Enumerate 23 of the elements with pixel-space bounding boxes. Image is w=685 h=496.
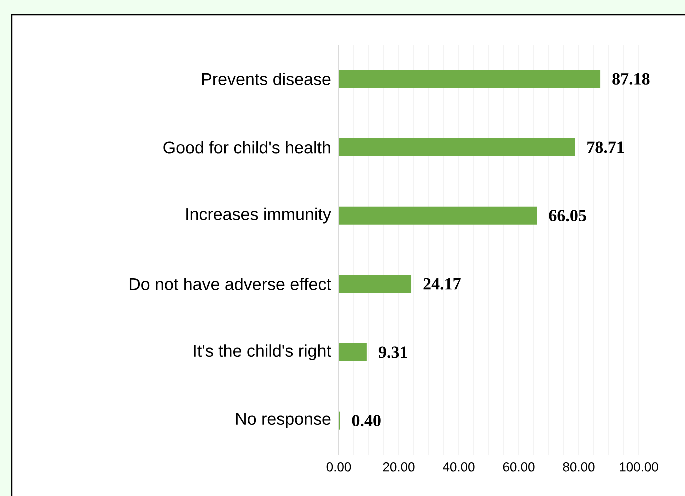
y-tick-label: It's the child's right bbox=[194, 344, 332, 360]
y-tick-label: Prevents disease bbox=[202, 72, 331, 86]
y-tick-label: Good for child's health bbox=[164, 141, 330, 154]
data-label: 24.17 bbox=[424, 278, 461, 290]
x-tick-label: 20.00 bbox=[383, 462, 415, 472]
y-tick-label: Do not have adverse effect bbox=[130, 278, 332, 290]
bar bbox=[339, 344, 367, 362]
data-label: 87.18 bbox=[612, 73, 650, 85]
x-tick-label: 0.00 bbox=[326, 462, 352, 472]
x-tick-label: 80.00 bbox=[563, 462, 595, 472]
bar bbox=[339, 70, 601, 88]
data-label: 0.40 bbox=[352, 415, 381, 427]
data-label: 9.31 bbox=[378, 346, 408, 358]
x-tick-label: 40.00 bbox=[443, 462, 475, 472]
bar bbox=[339, 206, 538, 225]
x-tick-label: 100.00 bbox=[620, 462, 658, 472]
bar bbox=[339, 275, 412, 294]
x-tick-label: 60.00 bbox=[503, 462, 535, 472]
y-tick-label: Increases immunity bbox=[186, 208, 332, 224]
y-tick-label: No response bbox=[236, 413, 331, 428]
bar bbox=[339, 138, 576, 157]
data-label: 78.71 bbox=[588, 142, 624, 154]
data-label: 66.05 bbox=[549, 210, 586, 222]
